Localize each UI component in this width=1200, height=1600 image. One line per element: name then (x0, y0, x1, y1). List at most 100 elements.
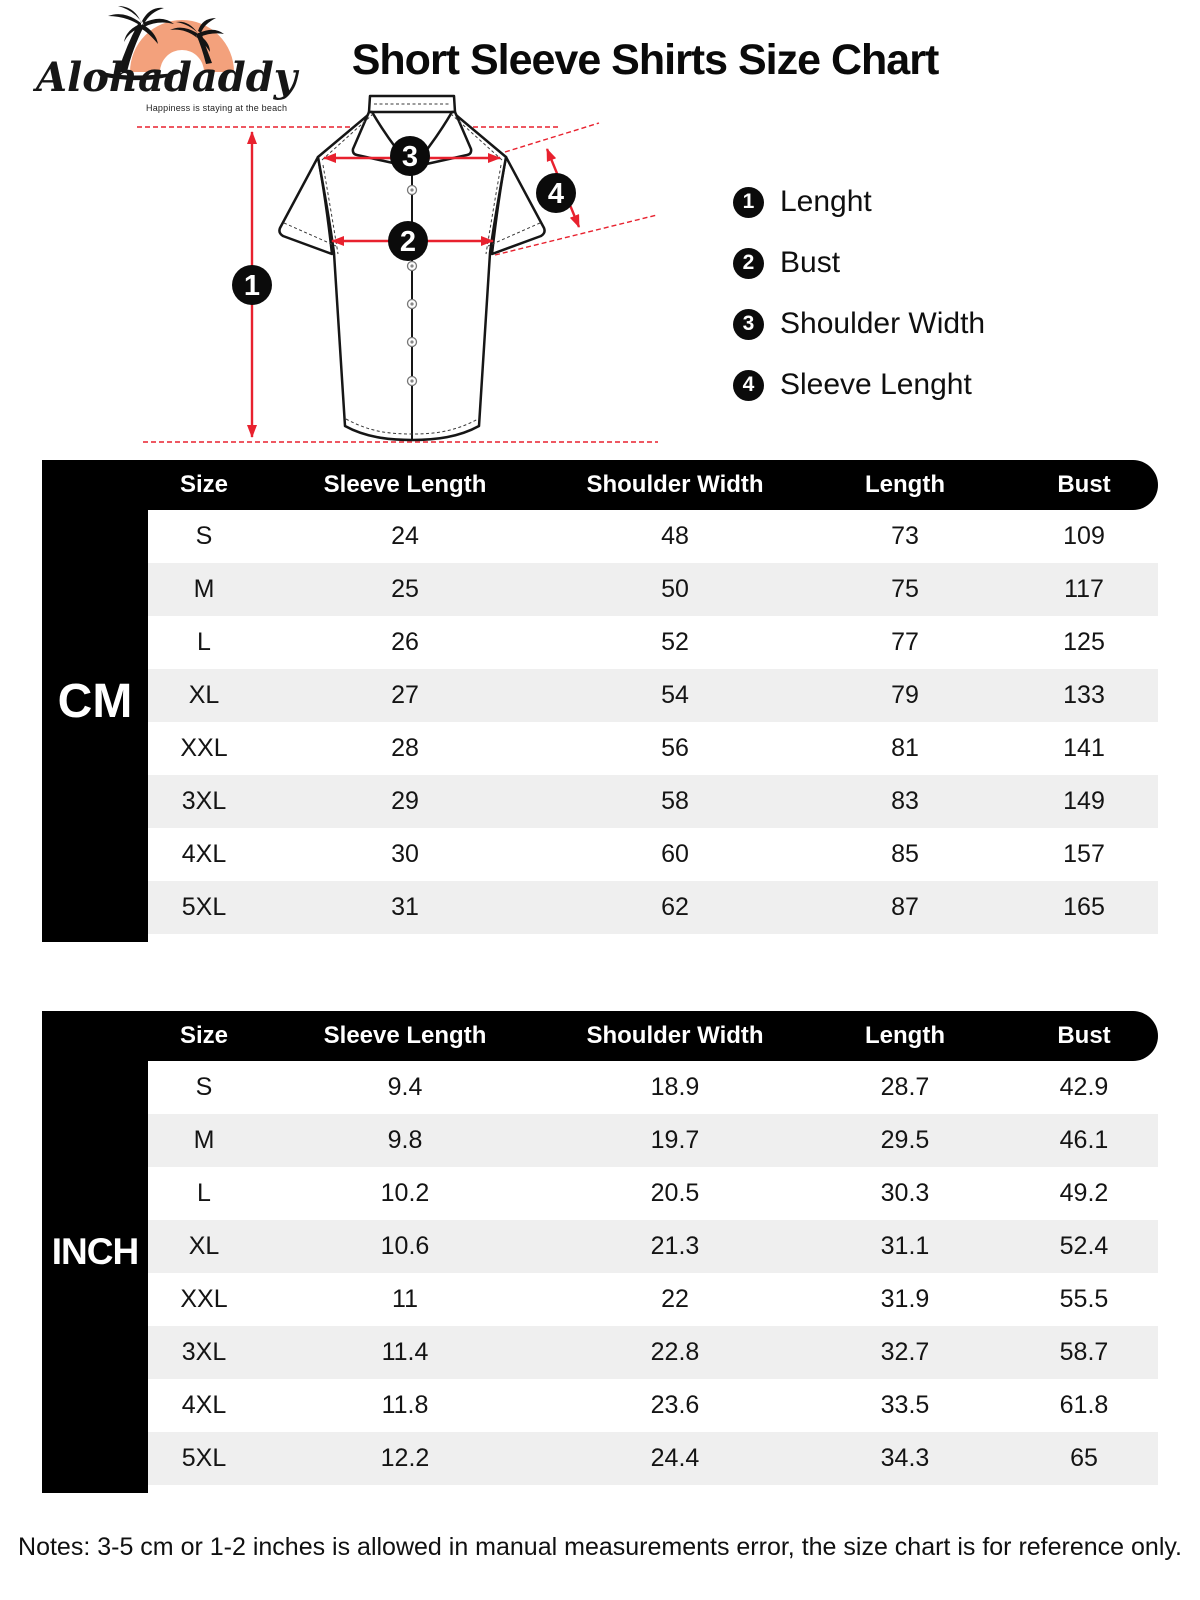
value-cell: 31.9 (880, 1285, 930, 1313)
size-cell: 5XL (181, 1444, 227, 1472)
size-cell: L (197, 628, 211, 656)
legend-marker-2: 2 (733, 247, 764, 279)
value-cell: 52 (661, 628, 689, 656)
value-cell: 46.1 (1059, 1126, 1109, 1154)
value-cell: 34.3 (880, 1444, 930, 1472)
value-cell: 75 (891, 575, 919, 603)
value-cell: 23.6 (650, 1391, 700, 1419)
marker-2-number: 2 (400, 226, 416, 258)
value-cell: 26 (391, 628, 419, 656)
value-cell: 29 (391, 787, 419, 815)
size-row-xl: XL 27 54 79 133 (148, 669, 1158, 722)
marker-2-circle (388, 221, 428, 261)
marker-4-number: 4 (548, 178, 564, 210)
value-cell: 20.5 (650, 1179, 700, 1207)
value-cell: 33.5 (880, 1391, 930, 1419)
column-header-length: Length (865, 1022, 945, 1049)
value-cell: 133 (1063, 681, 1105, 709)
value-cell: 11.4 (381, 1338, 429, 1366)
value-cell: 12.2 (380, 1444, 430, 1472)
size-table-inch: INCH Size Sleeve Length Shoulder Width Leng… (42, 1011, 1158, 1493)
value-cell: 149 (1063, 787, 1105, 815)
value-cell: 58.7 (1059, 1338, 1109, 1366)
value-cell: 157 (1063, 840, 1105, 868)
column-header-size: Size (179, 1022, 229, 1049)
value-cell: 42.9 (1059, 1073, 1109, 1101)
value-cell: 81 (891, 734, 919, 762)
value-cell: 11 (392, 1285, 418, 1313)
size-row-3xl: 3XL 11.4 22.8 32.7 58.7 (148, 1326, 1158, 1379)
value-cell: 85 (891, 840, 919, 868)
legend-label-sleeve-length: Sleeve Lenght (780, 368, 972, 401)
size-row-l: L 10.2 20.5 30.3 49.2 (148, 1167, 1158, 1220)
value-cell: 24.4 (650, 1444, 700, 1472)
marker-3-circle (390, 136, 430, 176)
value-cell: 50 (661, 575, 689, 603)
palm-trees-icon (96, 6, 234, 81)
shirt-diagram: 1 2 3 4 (137, 94, 658, 443)
size-cell: 4XL (181, 1391, 227, 1419)
size-cell: XL (188, 681, 220, 709)
table-header-row: Size Sleeve Length Shoulder Width Length Bus… (42, 1011, 1158, 1061)
size-cell: M (193, 575, 215, 603)
size-cell: S (195, 522, 213, 550)
value-cell: 58 (661, 787, 689, 815)
value-cell: 30 (391, 840, 419, 868)
size-row-4xl: 4XL 30 60 85 157 (148, 828, 1158, 881)
value-cell: 56 (661, 734, 689, 762)
value-cell: 62 (661, 893, 689, 921)
value-cell: 32.7 (880, 1338, 930, 1366)
ground-swoosh-shape (96, 70, 182, 81)
legend-item-sleeve-length: 4 Sleeve Lenght (733, 366, 1063, 404)
value-cell: 29.5 (880, 1126, 930, 1154)
table-rows: S 24 48 73 109 M 25 50 75 117 L 26 52 77 125 XL 27 54 79 13… (148, 510, 1158, 934)
size-row-s: S 24 48 73 109 (148, 510, 1158, 563)
size-table-cm: CM Size Sleeve Length Shoulder Width Length… (42, 460, 1158, 942)
legend-marker-4: 4 (733, 369, 764, 401)
page-title: Short Sleeve Shirts Size Chart (351, 36, 940, 84)
table-header-row: Size Sleeve Length Shoulder Width Length Bus… (42, 460, 1158, 510)
marker-3-number: 3 (402, 141, 418, 173)
size-cell: L (197, 1179, 211, 1207)
value-cell: 28.7 (880, 1073, 930, 1101)
size-row-s: S 9.4 18.9 28.7 42.9 (148, 1061, 1158, 1114)
value-cell: 60 (661, 840, 689, 868)
value-cell: 109 (1063, 522, 1105, 550)
size-row-3xl: 3XL 29 58 83 149 (148, 775, 1158, 828)
diagram-markers: 1 2 3 4 (232, 136, 576, 305)
marker-4-circle (536, 173, 576, 213)
value-cell: 31.1 (880, 1232, 930, 1260)
size-row-4xl: 4XL 11.8 23.6 33.5 61.8 (148, 1379, 1158, 1432)
value-cell: 21.3 (650, 1232, 700, 1260)
value-cell: 73 (891, 522, 919, 550)
column-header-shoulder-width: Shoulder Width (586, 1022, 764, 1049)
unit-label: INCH (51, 1231, 139, 1272)
stitching (283, 103, 541, 435)
size-cell: S (195, 1073, 213, 1101)
value-cell: 52.4 (1059, 1232, 1109, 1260)
marker-1-circle (232, 265, 272, 305)
brand-logo: Alohadaddy Happiness is staying at the b… (36, 4, 297, 116)
size-cell: XL (188, 1232, 220, 1260)
legend-item-bust: 2 Bust (733, 244, 1063, 282)
marker-1-number: 1 (244, 270, 260, 302)
value-cell: 54 (661, 681, 689, 709)
unit-label: CM (57, 674, 133, 728)
notes-text: Notes: 3-5 cm or 1-2 inches is allowed i… (18, 1533, 1182, 1561)
value-cell: 18.9 (650, 1073, 700, 1101)
value-cell: 25 (391, 575, 419, 603)
legend-item-length: 1 Lenght (733, 183, 1063, 221)
value-cell: 27 (391, 681, 419, 709)
unit-column-cm: CM (42, 460, 148, 942)
value-cell: 79 (891, 681, 919, 709)
value-cell: 10.6 (380, 1232, 430, 1260)
value-cell: 9.4 (387, 1073, 423, 1101)
size-cell: 3XL (181, 787, 227, 815)
column-header-shoulder-width: Shoulder Width (586, 471, 764, 498)
value-cell: 65 (1070, 1444, 1098, 1472)
value-cell: 117 (1064, 575, 1104, 603)
value-cell: 83 (891, 787, 919, 815)
value-cell: 22.8 (650, 1338, 700, 1366)
column-header-length: Length (865, 471, 945, 498)
value-cell: 48 (661, 522, 689, 550)
